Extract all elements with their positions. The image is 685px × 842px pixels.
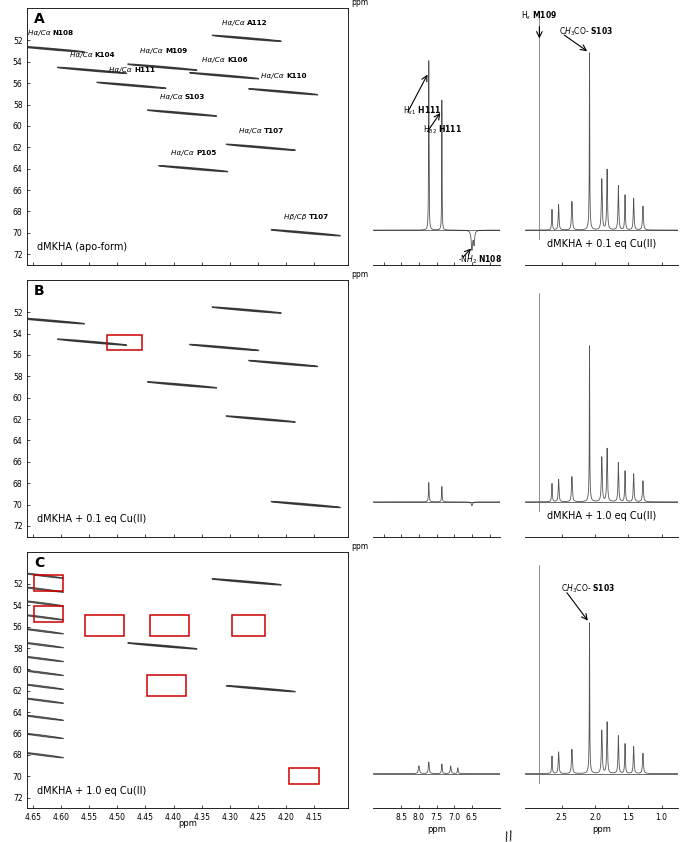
Ellipse shape bbox=[19, 684, 64, 690]
Text: M109: M109 bbox=[165, 48, 188, 55]
Ellipse shape bbox=[19, 628, 64, 634]
Ellipse shape bbox=[271, 230, 340, 236]
Ellipse shape bbox=[147, 110, 216, 116]
Ellipse shape bbox=[58, 67, 127, 73]
Ellipse shape bbox=[249, 360, 318, 366]
Text: T107: T107 bbox=[264, 129, 284, 135]
Text: Hα/Cα: Hα/Cα bbox=[202, 57, 227, 63]
Ellipse shape bbox=[249, 88, 318, 95]
Text: T107: T107 bbox=[308, 214, 329, 220]
Text: C: C bbox=[34, 556, 44, 570]
Ellipse shape bbox=[190, 72, 259, 79]
Text: -N$H_2$ $\mathbf{N108}$: -N$H_2$ $\mathbf{N108}$ bbox=[458, 253, 503, 266]
Text: K106: K106 bbox=[227, 57, 248, 63]
Ellipse shape bbox=[127, 643, 197, 649]
Ellipse shape bbox=[226, 685, 295, 692]
Text: Hα/Cα: Hα/Cα bbox=[171, 150, 196, 156]
Text: A112: A112 bbox=[247, 19, 267, 25]
Text: K104: K104 bbox=[95, 51, 115, 57]
Bar bbox=[34, 606, 63, 622]
Ellipse shape bbox=[19, 656, 64, 662]
Ellipse shape bbox=[19, 642, 64, 647]
Bar bbox=[147, 674, 186, 696]
Text: dMKHA + 1.0 eq Cu(II): dMKHA + 1.0 eq Cu(II) bbox=[37, 786, 147, 796]
Ellipse shape bbox=[19, 752, 64, 758]
Ellipse shape bbox=[58, 339, 127, 345]
Ellipse shape bbox=[127, 64, 197, 70]
Ellipse shape bbox=[19, 697, 64, 703]
Text: ppm: ppm bbox=[351, 270, 369, 279]
Bar bbox=[85, 615, 124, 637]
Text: H$_{\varepsilon 1}$ $\mathbf{H111}$: H$_{\varepsilon 1}$ $\mathbf{H111}$ bbox=[403, 104, 442, 117]
Text: Hα/Cα: Hα/Cα bbox=[70, 51, 95, 57]
Text: dMKHA + 0.1 eq Cu(II): dMKHA + 0.1 eq Cu(II) bbox=[547, 239, 656, 249]
X-axis label: ppm: ppm bbox=[593, 825, 611, 834]
Ellipse shape bbox=[19, 733, 64, 738]
Ellipse shape bbox=[15, 46, 84, 52]
Bar bbox=[290, 768, 319, 784]
Ellipse shape bbox=[159, 166, 228, 172]
Ellipse shape bbox=[19, 586, 64, 592]
Ellipse shape bbox=[212, 578, 282, 585]
Ellipse shape bbox=[190, 344, 259, 350]
Text: B: B bbox=[34, 284, 45, 298]
Text: dMKHA (apo-form): dMKHA (apo-form) bbox=[37, 242, 127, 252]
Text: Hα/Cα: Hα/Cα bbox=[110, 67, 134, 72]
Text: C$H_3$CO- $\mathbf{S103}$: C$H_3$CO- $\mathbf{S103}$ bbox=[560, 583, 614, 594]
Text: ppm: ppm bbox=[178, 818, 197, 828]
Text: H$_\varepsilon$ $\mathbf{M109}$: H$_\varepsilon$ $\mathbf{M109}$ bbox=[521, 9, 558, 22]
Text: H111: H111 bbox=[134, 67, 155, 72]
Text: H$_{\delta 2}$ $\mathbf{H111}$: H$_{\delta 2}$ $\mathbf{H111}$ bbox=[423, 124, 462, 136]
Ellipse shape bbox=[212, 35, 282, 41]
Bar bbox=[150, 615, 189, 637]
Bar bbox=[108, 335, 142, 350]
Text: ppm: ppm bbox=[351, 541, 369, 551]
Text: N108: N108 bbox=[53, 30, 74, 36]
Ellipse shape bbox=[19, 614, 64, 620]
Text: ppm: ppm bbox=[351, 0, 369, 7]
Ellipse shape bbox=[19, 715, 64, 721]
Ellipse shape bbox=[271, 502, 340, 508]
Text: Hβ/Cβ: Hβ/Cβ bbox=[284, 214, 308, 220]
Text: Hα/Cα: Hα/Cα bbox=[28, 30, 53, 36]
Ellipse shape bbox=[19, 600, 64, 606]
Bar bbox=[34, 575, 63, 591]
Ellipse shape bbox=[19, 669, 64, 675]
Ellipse shape bbox=[226, 416, 295, 422]
Ellipse shape bbox=[147, 381, 216, 388]
Text: C$H_3$CO- $\mathbf{S103}$: C$H_3$CO- $\mathbf{S103}$ bbox=[558, 25, 612, 38]
Text: //: // bbox=[503, 829, 514, 842]
Text: Hα/Cα: Hα/Cα bbox=[160, 94, 185, 100]
Ellipse shape bbox=[15, 317, 84, 324]
Text: Hα/Cα: Hα/Cα bbox=[238, 129, 264, 135]
Text: dMKHA + 1.0 eq Cu(II): dMKHA + 1.0 eq Cu(II) bbox=[547, 511, 656, 521]
Text: dMKHA + 0.1 eq Cu(II): dMKHA + 0.1 eq Cu(II) bbox=[37, 514, 147, 524]
Text: Hα/Cα: Hα/Cα bbox=[261, 73, 286, 79]
X-axis label: ppm: ppm bbox=[427, 825, 446, 834]
Text: A: A bbox=[34, 13, 45, 26]
Text: Hα/Cα: Hα/Cα bbox=[140, 48, 165, 55]
Text: K110: K110 bbox=[286, 73, 307, 79]
Ellipse shape bbox=[97, 83, 166, 88]
Text: S103: S103 bbox=[185, 94, 205, 100]
Text: Hα/Cα: Hα/Cα bbox=[222, 19, 247, 25]
Ellipse shape bbox=[19, 573, 64, 578]
Ellipse shape bbox=[212, 307, 282, 313]
Text: P105: P105 bbox=[196, 150, 216, 156]
Ellipse shape bbox=[226, 144, 295, 151]
Bar bbox=[232, 615, 264, 637]
